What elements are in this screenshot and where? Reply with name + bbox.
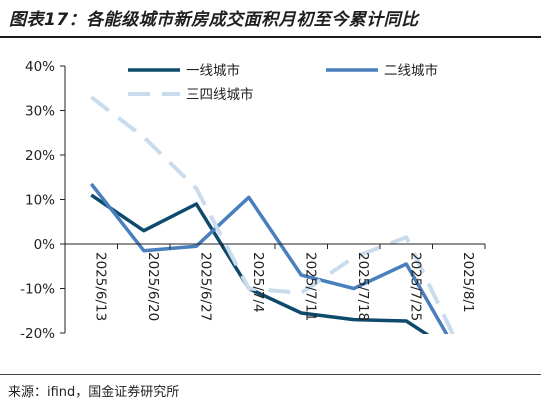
series-layer [89, 95, 456, 334]
title-divider [0, 36, 541, 38]
legend-label-3: 三四线城市 [186, 86, 254, 103]
legend-label-2: 二线城市 [384, 62, 438, 79]
series-line-2 [89, 182, 449, 334]
x-tick-label: 2025/6/27 [197, 252, 213, 321]
x-tick-label: 2025/7/4 [250, 252, 266, 313]
x-tick-label: 2025/7/18 [355, 252, 371, 321]
y-tick-label: 0% [34, 237, 56, 253]
y-tick-label: 20% [25, 148, 55, 164]
footer-divider [0, 374, 541, 375]
x-tick-label: 2025/8/1 [460, 252, 476, 313]
x-tick-label: 2025/7/11 [302, 252, 318, 321]
axes-layer: -20% -10% 0% 10% 20% 30% 40% 2025/6/13 2025/6/20… [20, 59, 486, 342]
x-tick-label: 2025/6/13 [92, 252, 108, 321]
source-note: 来源：ifind，国金证券研究所 [8, 385, 180, 400]
y-tick-label: -10% [20, 282, 55, 298]
series-line-1 [90, 193, 430, 334]
legend-label-1: 一线城市 [186, 62, 240, 79]
series-line-3 [90, 95, 456, 334]
x-tick-label: 2025/7/25 [407, 252, 423, 321]
y-tick-label: 30% [25, 104, 55, 120]
y-tick-label: 40% [25, 59, 55, 75]
title-bar: 图表17：各能级城市新房成交面积月初至今累计同比 [0, 0, 541, 36]
y-tick-label: -20% [20, 326, 55, 342]
chart-title: 图表17：各能级城市新房成交面积月初至今累计同比 [9, 10, 419, 30]
y-tick-label: 10% [25, 193, 55, 209]
x-tick-label: 2025/6/20 [145, 252, 161, 321]
